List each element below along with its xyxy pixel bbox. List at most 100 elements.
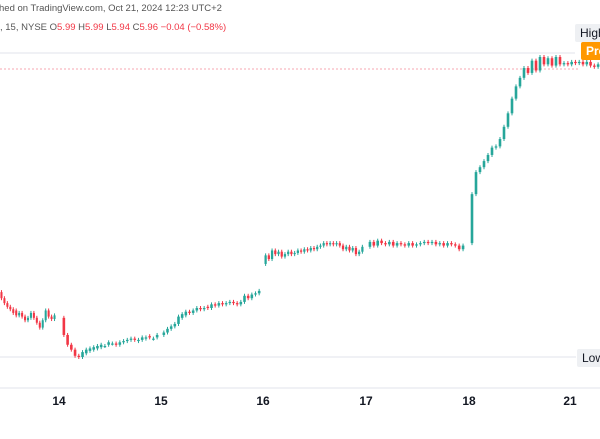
candle[interactable] bbox=[530, 60, 534, 73]
candle[interactable] bbox=[461, 245, 465, 250]
candle[interactable] bbox=[498, 139, 502, 147]
candle[interactable] bbox=[96, 345, 99, 349]
candle[interactable] bbox=[148, 336, 151, 338]
candle[interactable] bbox=[62, 317, 66, 335]
candle[interactable] bbox=[419, 243, 422, 245]
candle[interactable] bbox=[293, 252, 296, 255]
candle[interactable] bbox=[486, 154, 490, 162]
candle[interactable] bbox=[6, 303, 9, 307]
candle[interactable] bbox=[296, 250, 299, 253]
candle[interactable] bbox=[0, 292, 3, 299]
candle[interactable] bbox=[107, 342, 110, 345]
candle[interactable] bbox=[399, 243, 403, 245]
candle[interactable] bbox=[32, 312, 35, 318]
candle[interactable] bbox=[21, 312, 24, 317]
candle[interactable] bbox=[554, 57, 558, 66]
candle[interactable] bbox=[380, 240, 383, 244]
candle[interactable] bbox=[99, 344, 103, 348]
candle[interactable] bbox=[596, 64, 600, 67]
candle[interactable] bbox=[26, 317, 30, 321]
candle[interactable] bbox=[338, 243, 341, 246]
candle[interactable] bbox=[348, 246, 351, 251]
candle[interactable] bbox=[358, 251, 361, 255]
candle[interactable] bbox=[372, 241, 376, 246]
candle[interactable] bbox=[246, 295, 250, 299]
candle[interactable] bbox=[506, 113, 510, 127]
candle[interactable] bbox=[206, 306, 210, 309]
candle[interactable] bbox=[446, 243, 449, 246]
candle[interactable] bbox=[354, 248, 358, 255]
candle[interactable] bbox=[41, 320, 44, 328]
candle[interactable] bbox=[224, 303, 228, 305]
candle[interactable] bbox=[166, 328, 169, 333]
candle[interactable] bbox=[316, 246, 319, 250]
candle[interactable] bbox=[29, 312, 32, 318]
candle[interactable] bbox=[195, 308, 199, 311]
candle[interactable] bbox=[53, 315, 56, 320]
candle[interactable] bbox=[494, 146, 498, 148]
candle[interactable] bbox=[593, 65, 596, 67]
candle[interactable] bbox=[235, 303, 239, 305]
candle[interactable] bbox=[526, 68, 530, 73]
candle[interactable] bbox=[88, 348, 92, 351]
candle[interactable] bbox=[454, 244, 457, 246]
candle[interactable] bbox=[312, 248, 316, 250]
candle[interactable] bbox=[518, 77, 522, 87]
candle[interactable] bbox=[267, 255, 270, 260]
candle[interactable] bbox=[217, 303, 221, 306]
candle[interactable] bbox=[140, 337, 144, 340]
candle[interactable] bbox=[210, 304, 213, 309]
candle[interactable] bbox=[47, 310, 50, 317]
candle[interactable] bbox=[12, 309, 15, 313]
candle[interactable] bbox=[395, 243, 399, 246]
candle[interactable] bbox=[335, 243, 338, 245]
candle[interactable] bbox=[558, 57, 562, 65]
candle[interactable] bbox=[290, 251, 293, 255]
candle[interactable] bbox=[332, 243, 335, 245]
candle[interactable] bbox=[144, 337, 148, 339]
candle[interactable] bbox=[24, 316, 27, 321]
candle[interactable] bbox=[243, 295, 246, 302]
candle[interactable] bbox=[303, 249, 306, 252]
candle[interactable] bbox=[66, 334, 69, 345]
candle[interactable] bbox=[376, 240, 379, 246]
candle[interactable] bbox=[309, 248, 312, 251]
candle[interactable] bbox=[280, 251, 283, 257]
candle[interactable] bbox=[232, 301, 235, 304]
candle[interactable] bbox=[199, 308, 202, 310]
candle[interactable] bbox=[442, 243, 445, 246]
candle[interactable] bbox=[391, 241, 395, 246]
candle[interactable] bbox=[368, 241, 372, 247]
candle[interactable] bbox=[221, 303, 224, 305]
candle[interactable] bbox=[77, 355, 81, 357]
candle[interactable] bbox=[434, 241, 438, 245]
candle[interactable] bbox=[129, 338, 133, 340]
candle[interactable] bbox=[3, 298, 6, 304]
candle[interactable] bbox=[574, 61, 577, 64]
candle[interactable] bbox=[388, 241, 391, 245]
candle[interactable] bbox=[70, 344, 73, 350]
candle[interactable] bbox=[361, 246, 364, 252]
candle[interactable] bbox=[81, 352, 84, 357]
candle[interactable] bbox=[474, 172, 478, 195]
candle[interactable] bbox=[191, 310, 195, 313]
candle[interactable] bbox=[562, 63, 566, 65]
candle[interactable] bbox=[73, 349, 77, 356]
candle[interactable] bbox=[137, 339, 140, 342]
candle[interactable] bbox=[341, 245, 345, 250]
candle[interactable] bbox=[430, 241, 434, 244]
candle[interactable] bbox=[277, 251, 280, 255]
candle[interactable] bbox=[470, 194, 474, 244]
candle[interactable] bbox=[228, 301, 232, 304]
candle[interactable] bbox=[9, 306, 12, 310]
candle[interactable] bbox=[422, 241, 426, 244]
candle[interactable] bbox=[550, 58, 554, 66]
candle[interactable] bbox=[180, 314, 184, 318]
candle[interactable] bbox=[450, 243, 453, 245]
candle[interactable] bbox=[510, 98, 514, 114]
candle[interactable] bbox=[345, 246, 348, 250]
candle[interactable] bbox=[502, 126, 506, 140]
candle[interactable] bbox=[38, 322, 41, 328]
candle[interactable] bbox=[570, 61, 573, 65]
candle[interactable] bbox=[122, 341, 125, 343]
